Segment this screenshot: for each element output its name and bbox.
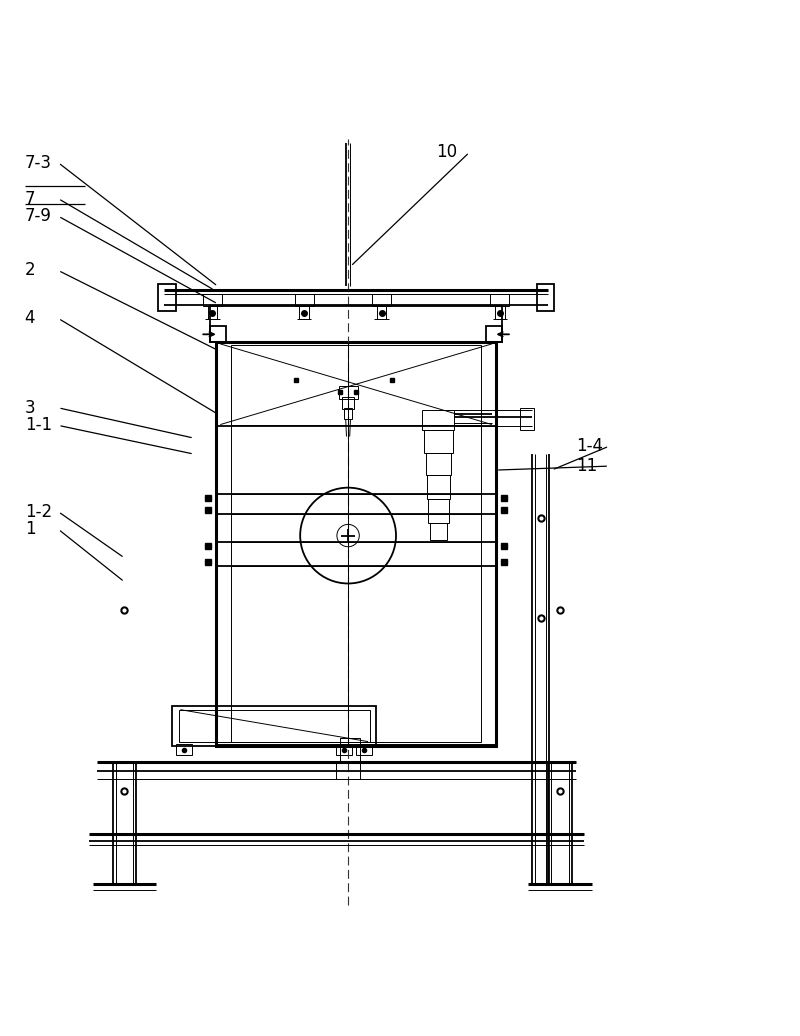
Text: 4: 4 [25, 310, 35, 327]
Text: 3: 3 [25, 399, 35, 416]
Bar [548, 761, 572, 884]
Bar [210, 307, 502, 342]
Bar [116, 761, 134, 884]
Bar [430, 523, 447, 541]
Bar [424, 430, 453, 453]
Bar [486, 326, 502, 342]
Bar [113, 761, 137, 884]
Text: 1-1: 1-1 [25, 416, 52, 434]
Text: 7-9: 7-9 [25, 207, 51, 225]
Text: 1-2: 1-2 [25, 502, 52, 521]
Bar [216, 342, 496, 746]
Bar [356, 744, 372, 755]
Bar [340, 738, 360, 761]
Bar [342, 398, 354, 408]
Bar [426, 453, 451, 474]
Bar [336, 744, 352, 755]
Bar [172, 706, 376, 746]
Bar [230, 345, 482, 743]
Text: 11: 11 [576, 457, 597, 476]
Bar [551, 761, 569, 884]
Text: 2: 2 [25, 261, 35, 280]
Bar [520, 408, 534, 430]
Text: 7-3: 7-3 [25, 153, 52, 172]
Bar [372, 293, 391, 307]
Bar [537, 284, 554, 311]
Text: 10: 10 [436, 143, 457, 162]
Bar [422, 410, 454, 430]
Bar [428, 498, 449, 523]
Bar [202, 293, 222, 307]
Bar [176, 744, 192, 755]
Text: 1: 1 [25, 520, 35, 538]
Bar [178, 710, 370, 742]
Text: 1-4: 1-4 [576, 437, 602, 455]
Bar [338, 386, 358, 399]
Bar [158, 284, 175, 311]
Bar [490, 293, 510, 307]
Bar [344, 408, 352, 419]
Text: 7: 7 [25, 190, 35, 207]
Bar [427, 474, 450, 498]
Bar [294, 293, 314, 307]
Bar [336, 761, 360, 779]
Bar [210, 326, 226, 342]
